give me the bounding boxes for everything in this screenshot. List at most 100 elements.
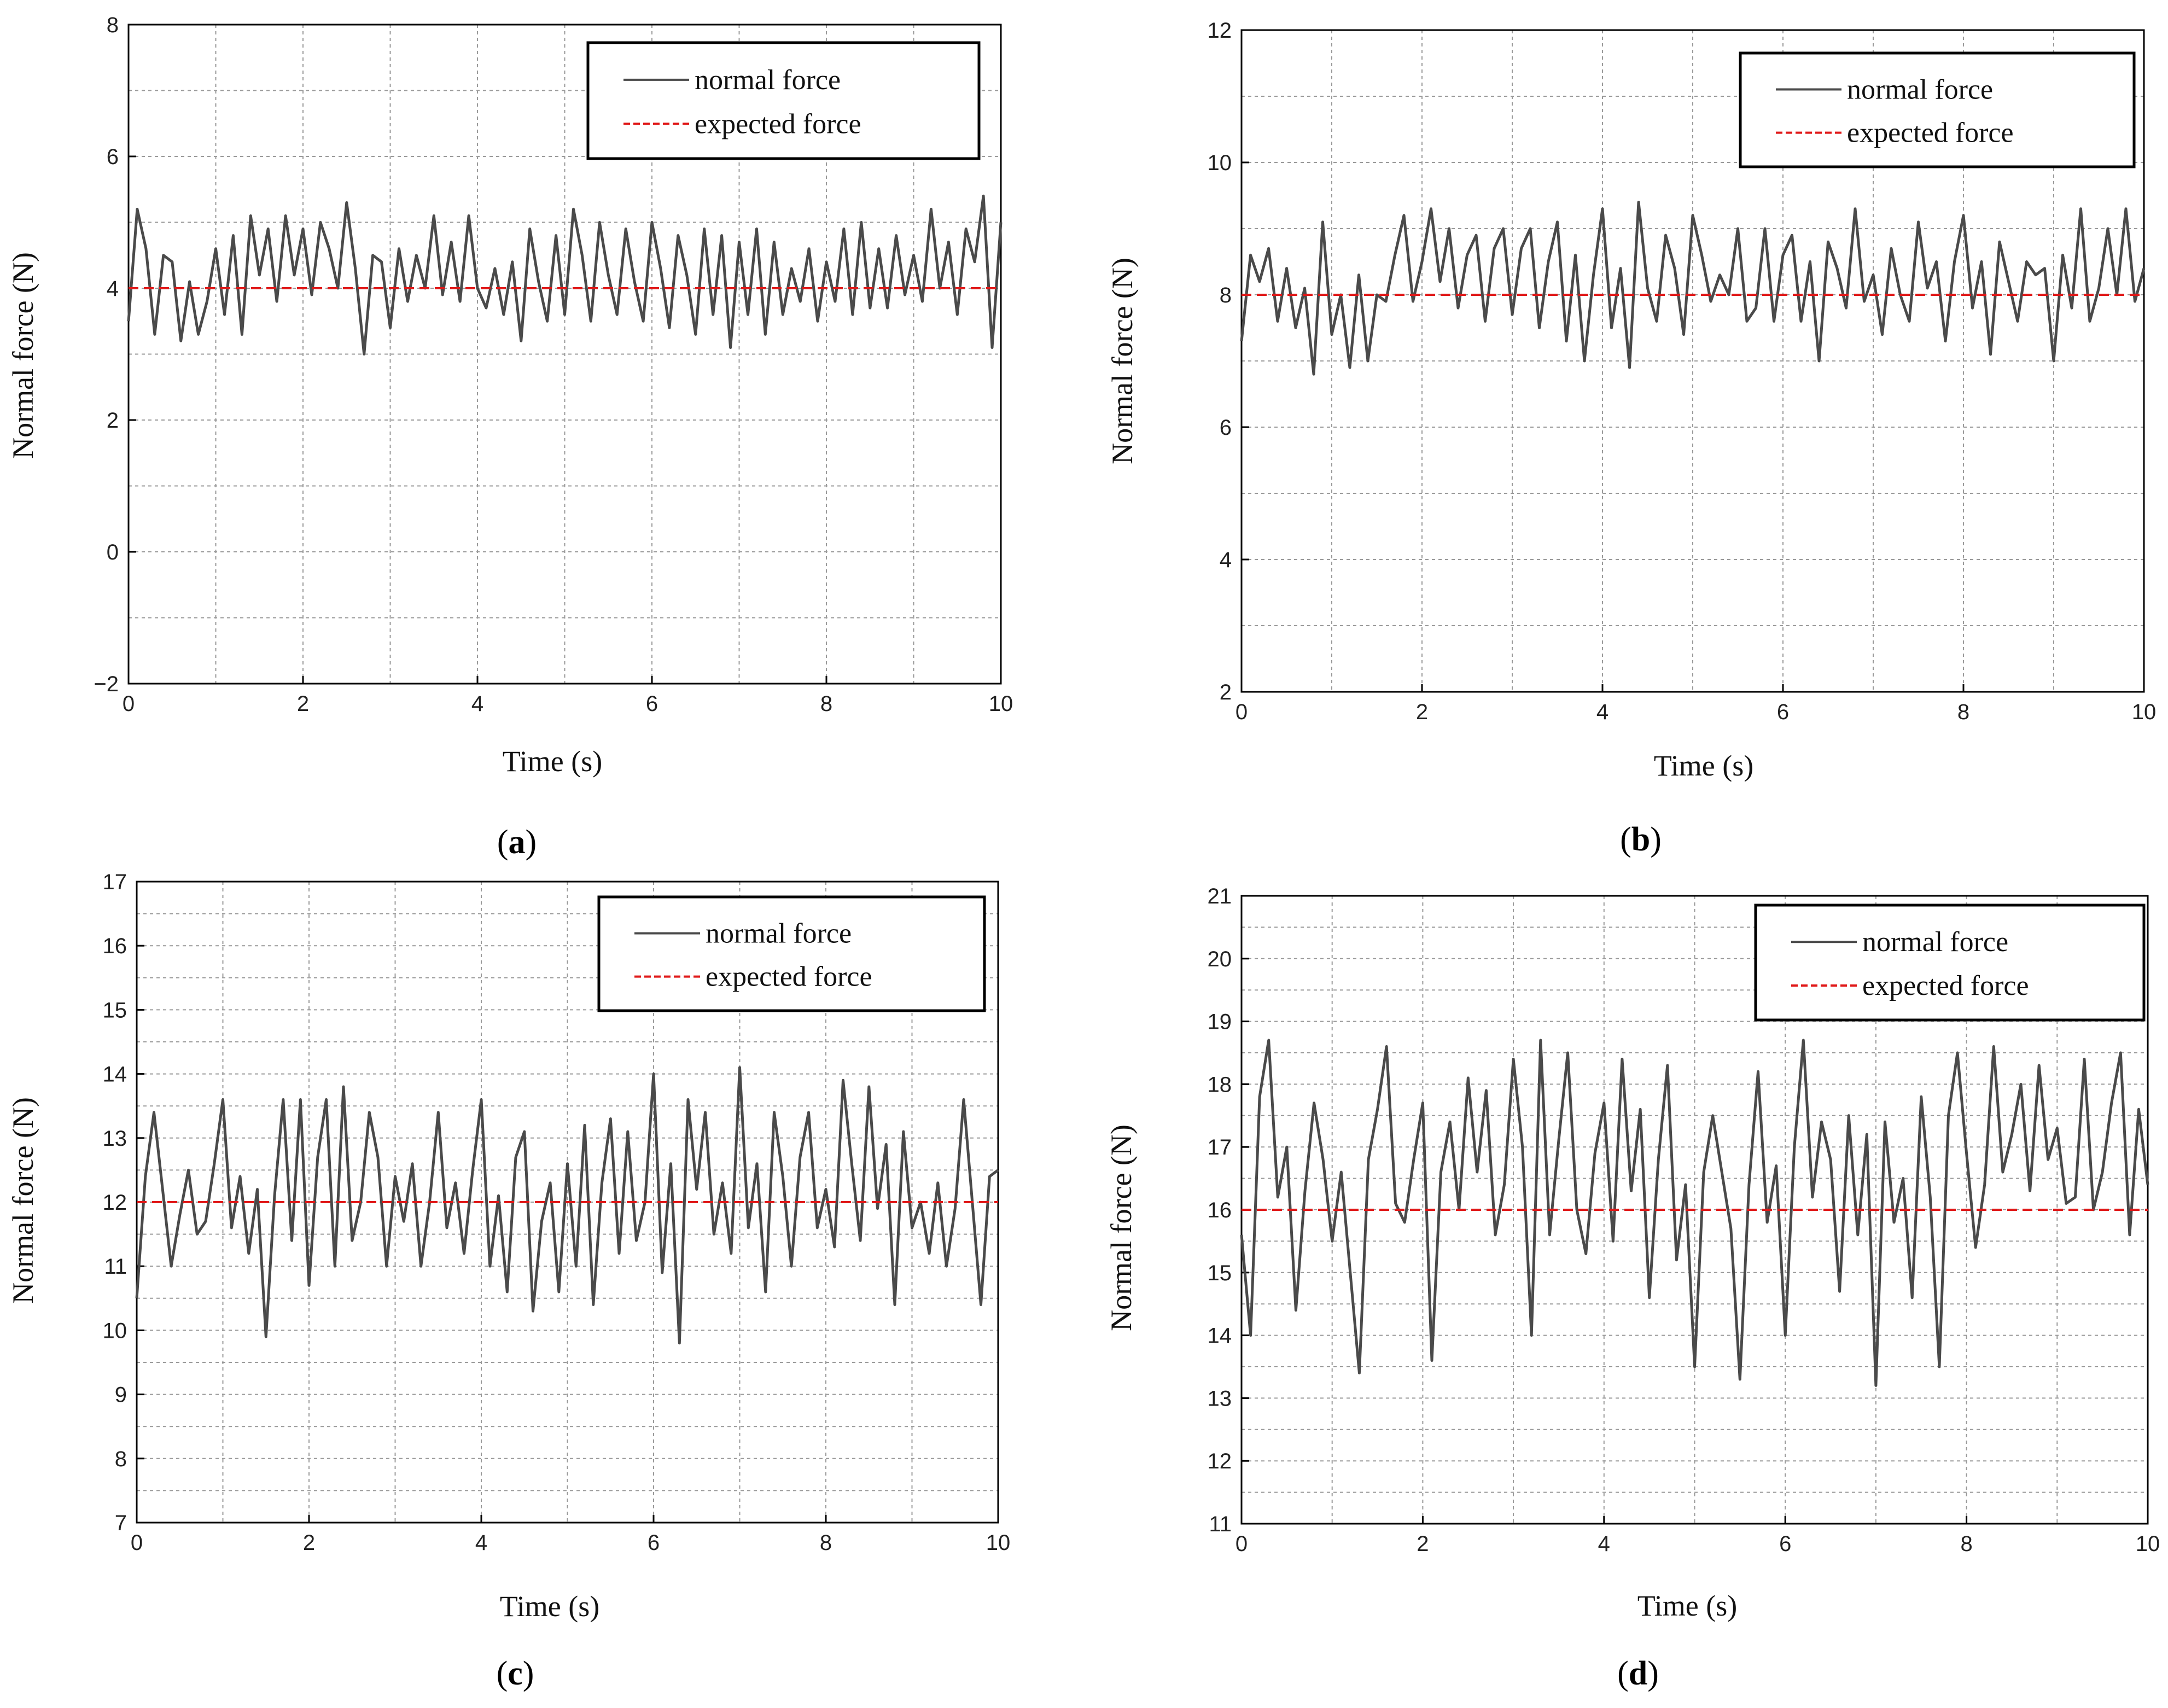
x-axis-label: Time (s) xyxy=(1637,1589,1738,1622)
x-tick-label: 4 xyxy=(475,1531,487,1555)
x-tick-label: 4 xyxy=(1598,1532,1610,1556)
x-tick-label: 4 xyxy=(1596,700,1608,724)
y-axis-label: Normal force (N) xyxy=(1106,258,1139,464)
legend: normal force expected force xyxy=(597,895,986,1012)
caption-close-paren: ) xyxy=(1647,1655,1659,1692)
y-axis-label: Normal force (N) xyxy=(7,1097,39,1304)
y-tick-label: 8 xyxy=(115,1447,127,1471)
y-tick-label: 16 xyxy=(103,934,127,958)
series-normal-force xyxy=(127,194,1003,355)
legend-box xyxy=(1739,51,2136,168)
panel-caption: (b) xyxy=(1620,821,1662,858)
caption-close-paren: ) xyxy=(523,1655,534,1692)
x-tick-label: 2 xyxy=(297,692,309,716)
legend-label-expected-force: expected force xyxy=(695,108,861,139)
y-tick-label: 13 xyxy=(1208,1386,1232,1410)
legend-box xyxy=(597,895,986,1012)
axes-frame xyxy=(127,24,1002,685)
y-tick-label: 2 xyxy=(107,409,119,433)
y-tick-label: 12 xyxy=(103,1191,127,1215)
x-tick-label: 4 xyxy=(471,692,483,716)
legend-label-expected-force: expected force xyxy=(1847,118,2014,149)
legend: normal force expected force xyxy=(1739,51,2136,168)
legend-box xyxy=(586,41,981,160)
y-tick-label: 20 xyxy=(1208,947,1232,971)
y-tick-label: 17 xyxy=(1208,1135,1232,1159)
x-tick-label: 6 xyxy=(1779,1532,1791,1556)
x-tick-label: 10 xyxy=(989,692,1013,716)
x-tick-label: 8 xyxy=(820,692,832,716)
y-tick-label: 13 xyxy=(103,1127,127,1151)
series-normal-force xyxy=(1240,1039,2149,1387)
x-tick-label: 0 xyxy=(1235,1532,1248,1556)
y-tick-label: 8 xyxy=(1220,283,1232,307)
panel-c: 0 2 4 6 8 10 7 8 9 10 11 12 13 14 15 16 17 Time (s) Normal… xyxy=(7,870,1010,1692)
panel-caption: (d) xyxy=(1617,1655,1659,1692)
x-tick-label: 8 xyxy=(1957,700,1969,724)
legend-label-normal-force: normal force xyxy=(695,65,841,96)
x-tick-label: 2 xyxy=(303,1531,315,1555)
series-normal-force xyxy=(135,1066,999,1345)
y-tick-label: 4 xyxy=(107,277,119,301)
caption-letter: c xyxy=(508,1655,523,1692)
caption-letter: b xyxy=(1631,821,1650,858)
x-axis-label: Time (s) xyxy=(500,1590,600,1623)
y-tick-label: 7 xyxy=(115,1511,127,1535)
y-tick-label: 12 xyxy=(1208,19,1232,43)
caption-open-paren: ( xyxy=(497,824,509,861)
y-tick-label: 6 xyxy=(1220,416,1232,440)
x-tick-label: 0 xyxy=(1235,700,1248,724)
y-tick-label: 6 xyxy=(107,145,119,169)
y-tick-label: 12 xyxy=(1208,1449,1232,1473)
y-axis-label: Normal force (N) xyxy=(7,252,39,459)
x-tick-label: 8 xyxy=(1960,1532,1972,1556)
x-tick-label: 0 xyxy=(123,692,135,716)
y-tick-label: 18 xyxy=(1208,1072,1232,1097)
y-tick-label: 21 xyxy=(1208,884,1232,908)
legend: normal force expected force xyxy=(1754,903,2146,1022)
y-tick-label: 17 xyxy=(103,870,127,894)
legend: normal force expected force xyxy=(586,41,981,160)
y-tick-label: 14 xyxy=(103,1063,127,1087)
x-tick-label: 6 xyxy=(1777,700,1789,724)
x-axis-label: Time (s) xyxy=(1654,749,1754,782)
x-tick-label: 2 xyxy=(1416,700,1428,724)
legend-label-normal-force: normal force xyxy=(1847,74,1993,106)
legend-label-normal-force: normal force xyxy=(706,918,852,949)
caption-letter: a xyxy=(509,824,526,861)
legend-label-expected-force: expected force xyxy=(1862,970,2029,1001)
grid xyxy=(129,25,1001,684)
x-tick-label: 8 xyxy=(820,1531,832,1555)
panel-caption: (c) xyxy=(497,1655,534,1692)
panel-caption: (a) xyxy=(497,824,537,861)
caption-open-paren: ( xyxy=(497,1655,508,1692)
y-tick-label: 4 xyxy=(1220,548,1232,572)
x-tick-label: 2 xyxy=(1417,1532,1429,1556)
y-tick-label: 8 xyxy=(107,13,119,37)
x-tick-label: 10 xyxy=(2136,1532,2160,1556)
x-tick-label: 6 xyxy=(648,1531,660,1555)
legend-label-expected-force: expected force xyxy=(706,961,872,993)
y-tick-label: 11 xyxy=(1209,1512,1232,1536)
y-tick-label: 15 xyxy=(103,998,127,1022)
y-tick-label: 11 xyxy=(104,1255,127,1279)
y-tick-label: −2 xyxy=(94,672,119,696)
caption-close-paren: ) xyxy=(1650,821,1662,858)
caption-letter: d xyxy=(1629,1655,1647,1692)
panel-d: 0 2 4 6 8 10 11 12 13 14 15 16 17 18 19 20 21 Time (s) Nor… xyxy=(1105,884,2160,1692)
x-tick-label: 0 xyxy=(131,1531,143,1555)
y-tick-label: 2 xyxy=(1220,680,1232,704)
y-tick-label: 19 xyxy=(1208,1010,1232,1034)
y-tick-label: 14 xyxy=(1208,1324,1232,1348)
x-axis-label: Time (s) xyxy=(503,745,603,778)
y-tick-label: 9 xyxy=(115,1383,127,1407)
y-tick-label: 16 xyxy=(1208,1198,1232,1222)
series-normal-force xyxy=(1240,201,2146,376)
caption-open-paren: ( xyxy=(1617,1655,1629,1692)
axes-frame xyxy=(1240,29,2145,693)
caption-close-paren: ) xyxy=(526,824,537,861)
